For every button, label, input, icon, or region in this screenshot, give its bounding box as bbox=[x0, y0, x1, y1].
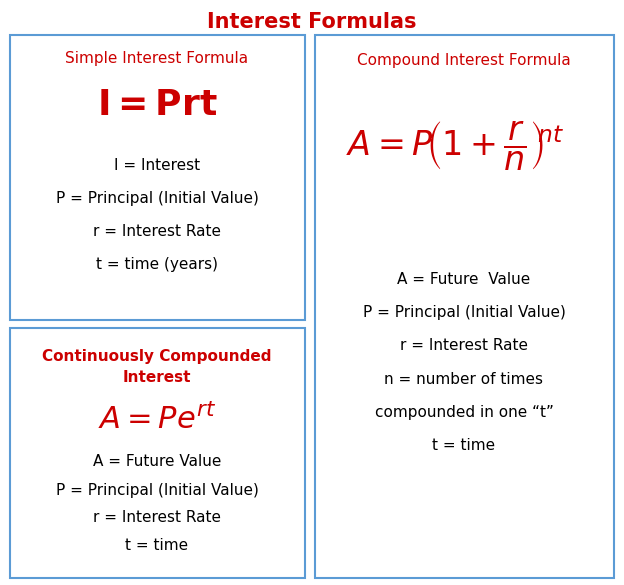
Text: Simple Interest Formula: Simple Interest Formula bbox=[66, 50, 248, 66]
Text: A = Future  Value: A = Future Value bbox=[397, 273, 530, 287]
Text: r = Interest Rate: r = Interest Rate bbox=[93, 511, 221, 525]
Text: Interest: Interest bbox=[123, 370, 191, 386]
Text: Continuously Compounded: Continuously Compounded bbox=[42, 349, 271, 363]
Text: compounded in one “t”: compounded in one “t” bbox=[374, 404, 553, 419]
Text: P = Principal (Initial Value): P = Principal (Initial Value) bbox=[363, 305, 565, 321]
Text: $\mathit{A = Pe^{rt}}$: $\mathit{A = Pe^{rt}}$ bbox=[98, 404, 216, 436]
Text: I = Interest: I = Interest bbox=[114, 157, 200, 173]
Text: P = Principal (Initial Value): P = Principal (Initial Value) bbox=[56, 483, 258, 497]
Text: $\mathbf{I = Prt}$: $\mathbf{I = Prt}$ bbox=[97, 88, 217, 122]
Text: n = number of times: n = number of times bbox=[384, 371, 544, 387]
Bar bbox=[10, 328, 305, 578]
Text: Compound Interest Formula: Compound Interest Formula bbox=[357, 53, 571, 67]
Bar bbox=[10, 35, 305, 320]
Text: A = Future Value: A = Future Value bbox=[93, 455, 221, 470]
Text: Interest Formulas: Interest Formulas bbox=[207, 12, 417, 32]
Text: P = Principal (Initial Value): P = Principal (Initial Value) bbox=[56, 191, 258, 205]
Text: t = time: t = time bbox=[125, 539, 188, 553]
Text: $\mathit{A=P\!\left(1+\dfrac{r}{n}\right)^{\!\!nt}}$: $\mathit{A=P\!\left(1+\dfrac{r}{n}\right… bbox=[346, 119, 564, 171]
Text: r = Interest Rate: r = Interest Rate bbox=[400, 339, 528, 353]
Text: t = time (years): t = time (years) bbox=[96, 256, 218, 271]
Bar bbox=[315, 35, 614, 578]
Text: t = time: t = time bbox=[432, 438, 495, 453]
Text: r = Interest Rate: r = Interest Rate bbox=[93, 223, 221, 239]
